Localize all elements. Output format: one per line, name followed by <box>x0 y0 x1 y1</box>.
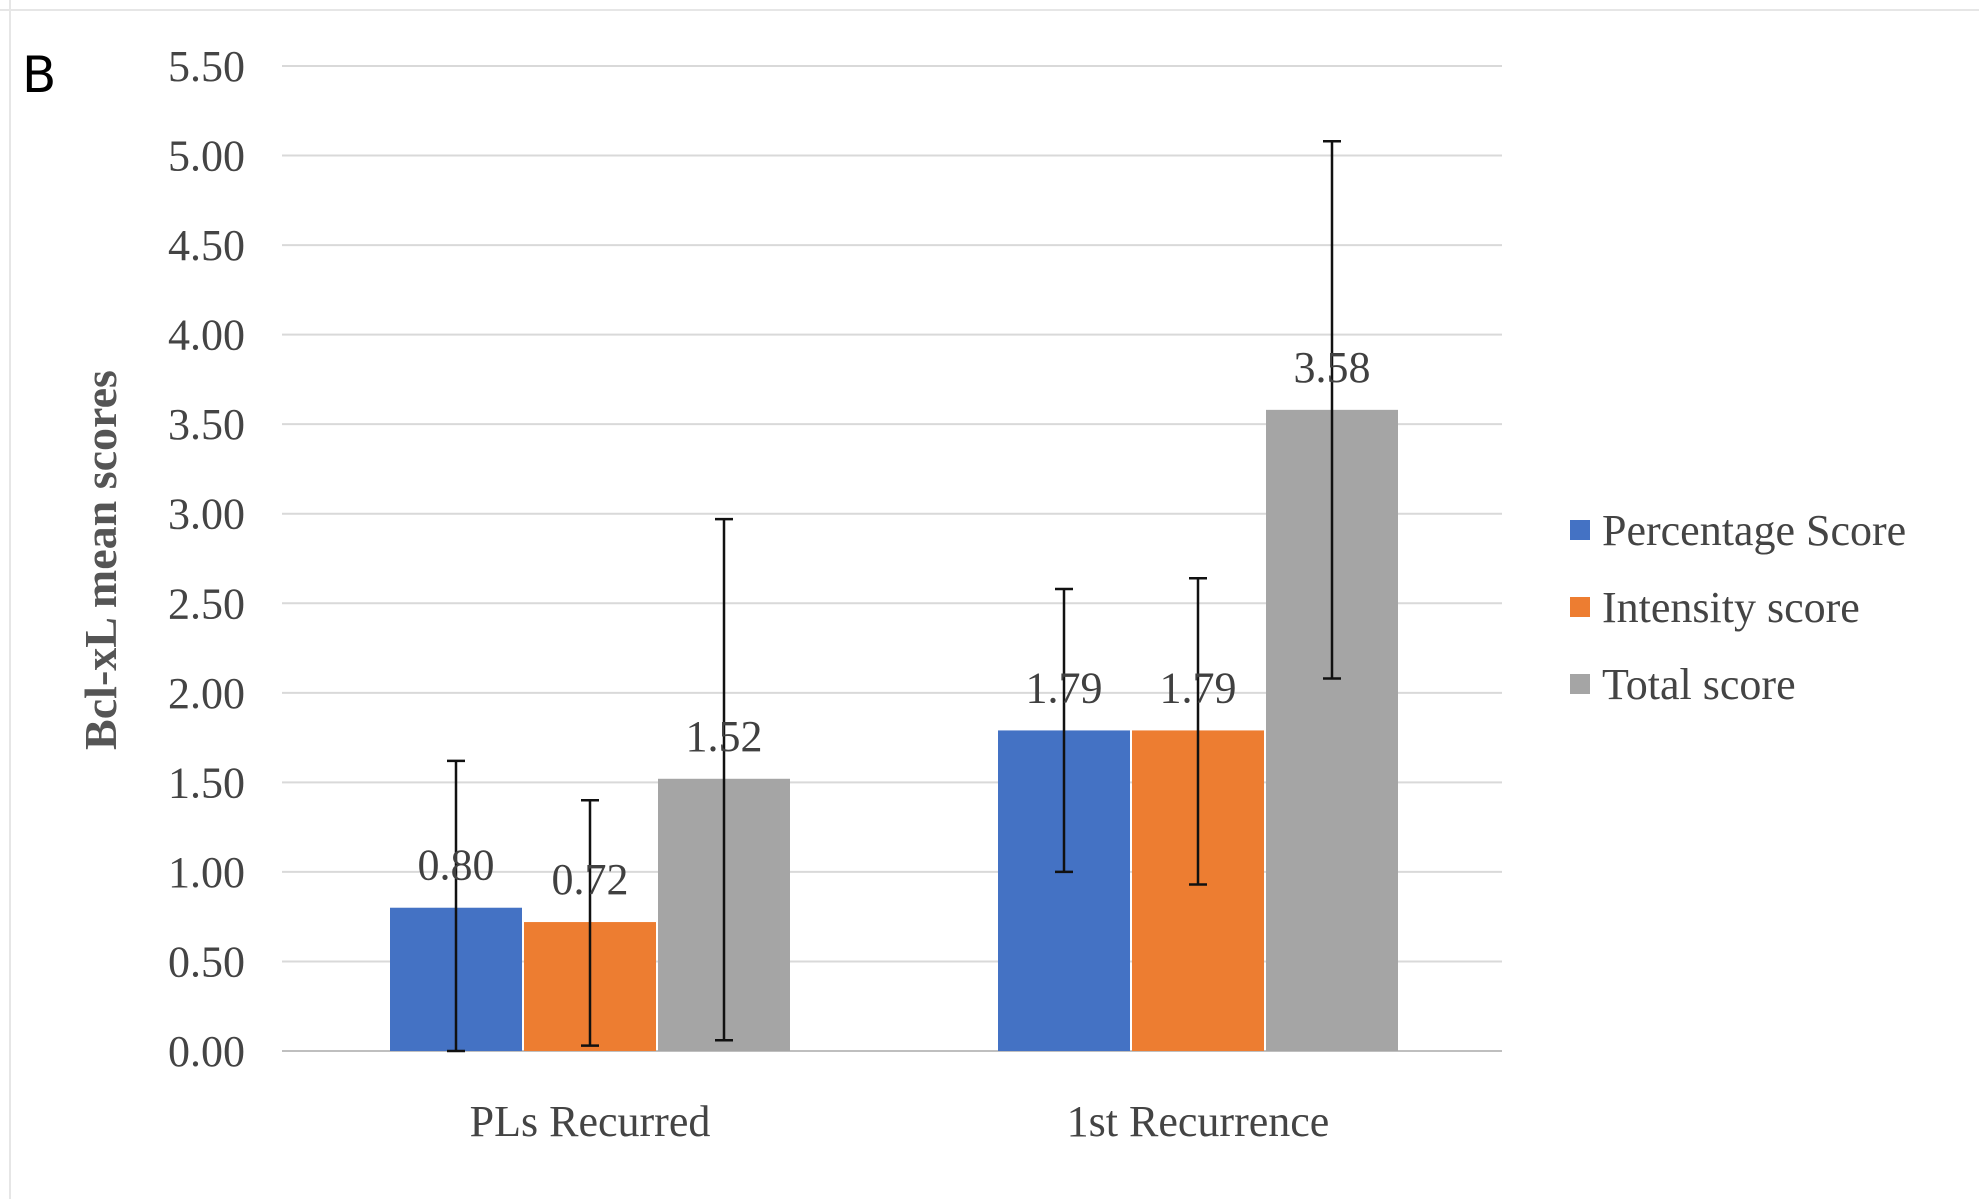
panel-label: B <box>22 46 56 104</box>
legend-swatch <box>1570 674 1590 694</box>
y-axis-title: Bcl-xL mean scores <box>75 370 126 750</box>
y-tick-label: 0.50 <box>168 937 245 986</box>
data-label: 0.80 <box>418 841 495 890</box>
y-tick-label: 3.50 <box>168 400 245 449</box>
data-label: 3.58 <box>1294 343 1371 392</box>
legend-swatch <box>1570 520 1590 540</box>
y-tick-label: 0.00 <box>168 1027 245 1076</box>
data-label: 1.79 <box>1026 663 1103 712</box>
data-label: 1.79 <box>1160 663 1237 712</box>
x-category-label: 1st Recurrence <box>1067 1097 1330 1146</box>
y-tick-label: 3.00 <box>168 490 245 539</box>
legend: Percentage Score Intensity score Total sco… <box>1570 506 1906 709</box>
y-axis-ticks: 0.00 0.50 1.00 1.50 2.00 2.50 3.00 3.50 4.00 4.50… <box>168 42 245 1076</box>
y-tick-label: 5.00 <box>168 132 245 181</box>
data-labels: 0.80 0.72 1.52 1.79 1.79 3.58 <box>418 343 1371 904</box>
x-axis-categories: PLs Recurred 1st Recurrence <box>470 1097 1330 1146</box>
error-bars <box>447 139 1341 1053</box>
x-category-label: PLs Recurred <box>470 1097 711 1146</box>
y-tick-label: 5.50 <box>168 42 245 91</box>
y-tick-label: 1.50 <box>168 758 245 807</box>
legend-swatch <box>1570 597 1590 617</box>
y-tick-label: 1.00 <box>168 848 245 897</box>
legend-label: Total score <box>1602 660 1796 709</box>
legend-label: Percentage Score <box>1602 506 1906 555</box>
y-tick-label: 4.00 <box>168 311 245 360</box>
y-tick-label: 4.50 <box>168 221 245 270</box>
legend-label: Intensity score <box>1602 583 1860 632</box>
y-tick-label: 2.50 <box>168 579 245 628</box>
y-tick-label: 2.00 <box>168 669 245 718</box>
data-label: 0.72 <box>552 855 629 904</box>
data-label: 1.52 <box>686 712 763 761</box>
